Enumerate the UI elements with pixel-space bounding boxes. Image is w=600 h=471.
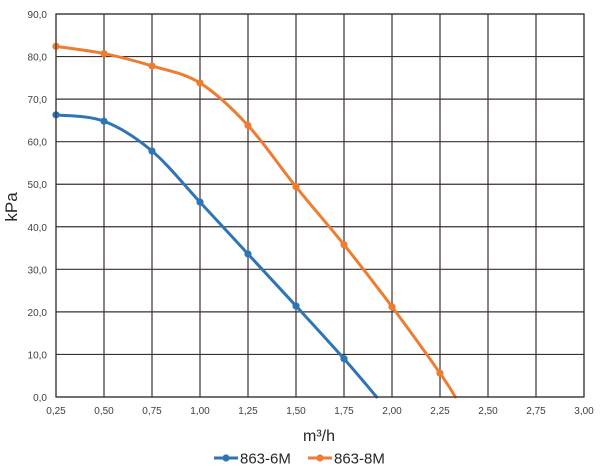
legend-item: 863-6M [214, 451, 291, 468]
plot-frame [55, 13, 585, 398]
data-point [292, 183, 300, 191]
y-tick-label: 50,0 [28, 180, 48, 191]
y-tick-label: 40,0 [28, 223, 48, 234]
x-tick-label: 0,75 [142, 406, 162, 417]
series-863-6M [52, 111, 379, 399]
x-tick-label: 1,75 [334, 406, 354, 417]
data-point [100, 49, 108, 58]
series-863-8M [52, 42, 457, 399]
legend-label: 863-8M [334, 451, 385, 468]
data-point [436, 369, 444, 377]
y-tick-label: 10,0 [28, 350, 48, 361]
data-point [340, 355, 348, 363]
y-tick-label: 70,0 [28, 95, 48, 106]
x-tick-label: 2,50 [478, 406, 498, 417]
series-line [54, 44, 457, 399]
data-point [148, 62, 156, 70]
x-tick-label: 2,00 [382, 406, 402, 417]
y-tick-label: 0,0 [33, 393, 47, 404]
legend: 863-6M 863-8M [214, 451, 385, 468]
legend-label: 863-6M [240, 451, 291, 468]
x-tick-labels: 0,25 0,50 0,75 1,00 1,25 1,50 1,75 2,00 2,25 2,50… [46, 406, 594, 417]
y-tick-labels: 0,0 10,0 20,0 30,0 40,0 50,0 60,0 70,0 80,0 90,0 [28, 10, 48, 404]
series-lines [52, 42, 457, 399]
x-tick-label: 1,50 [286, 406, 306, 417]
data-point [148, 147, 156, 155]
y-tick-label: 20,0 [28, 308, 48, 319]
data-point [244, 121, 252, 130]
data-point [196, 79, 204, 87]
x-axis-title: m³/h [303, 428, 335, 445]
data-point [100, 117, 108, 125]
data-point [196, 198, 204, 206]
y-tick-label: 90,0 [28, 10, 48, 21]
y-tick-label: 30,0 [28, 265, 48, 276]
legend-swatch-marker [316, 454, 324, 462]
data-point [340, 241, 348, 249]
legend-swatch-marker [222, 454, 230, 462]
x-tick-label: 0,50 [94, 406, 114, 417]
data-point [244, 250, 252, 258]
x-tick-label: 2,25 [430, 406, 450, 417]
data-point [388, 303, 396, 311]
x-tick-label: 1,25 [238, 406, 258, 417]
series-line [54, 113, 379, 399]
y-axis-title: kPa [2, 192, 21, 222]
x-tick-label: 3,00 [574, 406, 594, 417]
grid [55, 13, 585, 398]
legend-item: 863-8M [308, 451, 385, 468]
x-tick-label: 1,00 [190, 406, 210, 417]
y-tick-label: 60,0 [28, 138, 48, 149]
x-tick-label: 2,75 [526, 406, 546, 417]
x-tick-label: 0,25 [46, 406, 66, 417]
data-point [292, 302, 300, 310]
y-tick-label: 80,0 [28, 53, 48, 64]
